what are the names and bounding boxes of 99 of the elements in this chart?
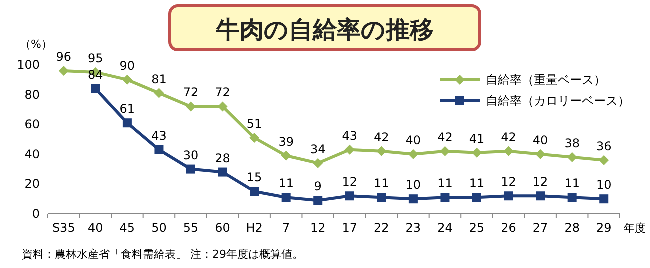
point: [408, 149, 418, 160]
x-tick-label: 40: [88, 221, 104, 235]
chart-title: 牛肉の自給率の推移: [215, 16, 434, 44]
x-tick-label: 24: [438, 221, 453, 235]
point: [440, 193, 450, 202]
point: [536, 192, 546, 201]
point: [345, 192, 354, 201]
data-label: 9: [314, 180, 322, 194]
point: [504, 192, 514, 201]
point: [567, 152, 578, 162]
data-label: 51: [246, 117, 262, 132]
y-tick-label: 60: [24, 118, 40, 132]
data-label: 10: [596, 178, 612, 192]
x-tick-label: 12: [310, 221, 326, 235]
point: [313, 158, 324, 168]
x-tick-label: 45: [120, 221, 136, 235]
point: [344, 144, 355, 155]
point: [440, 146, 450, 156]
point: [376, 146, 387, 156]
point: [122, 74, 132, 85]
data-label: 11: [278, 176, 294, 191]
y-axis-title: （%）: [20, 38, 52, 51]
data-label: 11: [438, 176, 453, 191]
data-label: 96: [56, 50, 72, 64]
data-label: 90: [120, 58, 136, 73]
data-label: 42: [374, 130, 390, 144]
point: [186, 102, 196, 112]
point: [122, 118, 132, 128]
data-label: 61: [120, 102, 136, 116]
data-label: 12: [532, 175, 548, 190]
data-label: 12: [342, 175, 358, 190]
x-axis-title: 年度: [624, 222, 646, 235]
data-label: 95: [88, 51, 104, 66]
x-tick-label: 22: [374, 221, 390, 235]
data-label: 43: [152, 128, 167, 143]
data-label: 72: [183, 86, 199, 100]
x-tick-label: 28: [564, 221, 580, 235]
data-label: 81: [152, 72, 167, 86]
data-label: 42: [501, 130, 516, 144]
data-label: 72: [215, 86, 230, 100]
y-tick-label: 40: [24, 147, 40, 162]
point: [154, 145, 164, 154]
x-tick-label: 60: [215, 221, 230, 235]
x-tick-label: S35: [52, 221, 76, 235]
point: [377, 193, 386, 202]
data-label: 43: [342, 128, 358, 143]
data-label: 12: [501, 175, 516, 190]
data-label: 30: [183, 148, 199, 162]
x-tick-label: 55: [183, 221, 199, 235]
x-tick-label: 7: [282, 221, 290, 235]
data-label: 36: [596, 139, 612, 154]
point: [58, 66, 69, 76]
text: 資料：農林水産省「食料需給表」 注：29年度は概算値。: [22, 248, 304, 261]
point: [536, 149, 546, 160]
point: [568, 193, 577, 202]
x-tick-label: 29: [596, 221, 612, 235]
point: [472, 193, 482, 202]
point: [472, 148, 482, 158]
y-tick-label: 100: [17, 58, 40, 72]
x-tick-label: 27: [532, 221, 548, 235]
data-label: 39: [278, 134, 294, 149]
data-label: 42: [438, 130, 453, 144]
data-label: 10: [406, 178, 422, 192]
point: [408, 194, 418, 204]
y-tick-label: 80: [24, 88, 40, 102]
x-tick-label: 23: [406, 221, 422, 235]
legend-label: 自給率（カロリーベース）: [486, 94, 630, 108]
point: [282, 193, 291, 202]
y-tick-label: 20: [24, 177, 40, 192]
point: [91, 84, 100, 94]
point: [250, 187, 260, 196]
data-label: 40: [532, 133, 548, 148]
data-label: 15: [246, 170, 262, 185]
point: [218, 168, 228, 177]
point: [186, 164, 196, 174]
data-label: 38: [564, 136, 580, 150]
data-label: 41: [469, 132, 485, 146]
data-label: 11: [374, 176, 390, 191]
point: [314, 196, 323, 206]
legend-label: 自給率（重量ベース）: [486, 73, 606, 87]
x-tick-label: 26: [501, 221, 516, 235]
point: [599, 155, 610, 166]
x-tick-label: H2: [246, 221, 263, 235]
point: [600, 194, 609, 204]
x-tick-label: 25: [469, 221, 485, 235]
data-label: 34: [310, 142, 326, 156]
point: [281, 150, 292, 161]
point: [250, 133, 260, 144]
point: [218, 102, 228, 112]
point: [504, 146, 514, 156]
data-label: 11: [564, 176, 580, 191]
data-label: 11: [469, 176, 485, 191]
x-tick-label: 17: [342, 221, 358, 235]
x-tick-label: 50: [152, 221, 167, 235]
data-label: 28: [215, 151, 230, 166]
point: [154, 88, 164, 98]
data-label: 84: [88, 68, 104, 82]
y-tick-label: 0: [32, 207, 40, 221]
data-label: 40: [406, 133, 422, 148]
